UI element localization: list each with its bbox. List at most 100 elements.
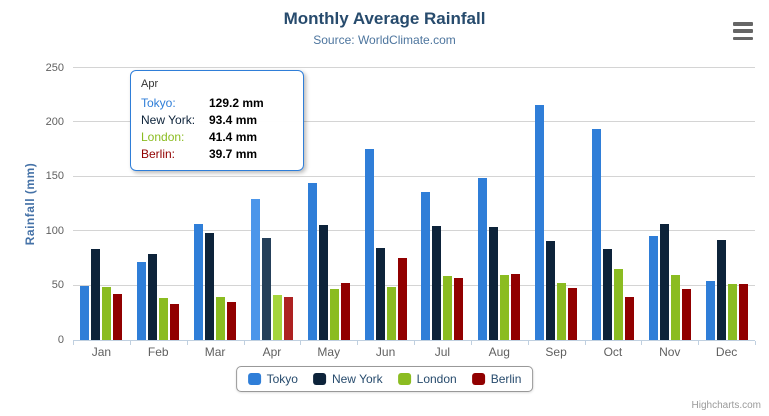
x-axis-tick (129, 341, 131, 345)
bar-tokyo-dec[interactable] (705, 280, 715, 340)
chart-subtitle: Source: WorldClimate.com (313, 33, 456, 47)
bar-berlin-dec[interactable] (738, 284, 748, 340)
x-axis-tick (584, 341, 586, 345)
bar-berlin-jun[interactable] (397, 257, 407, 340)
bar-tokyo-jan[interactable] (80, 285, 90, 340)
bar-tokyo-nov[interactable] (648, 236, 658, 340)
tooltip-series-value: 39.7 mm (209, 147, 258, 161)
legend-label: Tokyo (266, 372, 298, 386)
bar-berlin-aug[interactable] (511, 274, 521, 340)
x-axis-tick (470, 341, 472, 345)
tooltip-row: London: 41.4 mm (141, 129, 293, 146)
legend-item-london[interactable]: London (397, 372, 457, 386)
bar-london-mar[interactable] (216, 297, 226, 340)
bar-london-sep[interactable] (557, 283, 567, 340)
bar-new-york-dec[interactable] (716, 239, 726, 340)
bar-berlin-may[interactable] (340, 282, 350, 340)
legend-item-tokyo[interactable]: Tokyo (247, 372, 298, 386)
legend-item-new-york[interactable]: New York (312, 372, 383, 386)
bar-london-nov[interactable] (670, 275, 680, 340)
bar-new-york-jun[interactable] (375, 248, 385, 340)
bar-tokyo-oct[interactable] (591, 128, 601, 340)
bar-berlin-feb[interactable] (170, 303, 180, 340)
bar-tokyo-feb[interactable] (137, 262, 147, 340)
bar-london-apr[interactable] (272, 294, 282, 340)
bar-berlin-apr[interactable] (283, 296, 293, 340)
x-axis-category-label: Aug (488, 345, 510, 359)
legend-label: New York (331, 372, 383, 386)
export-menu-icon[interactable] (732, 21, 756, 41)
bar-berlin-jul[interactable] (454, 277, 464, 340)
y-axis-tick-label: 0 (57, 333, 64, 346)
bar-london-dec[interactable] (727, 284, 737, 340)
chart-title: Monthly Average Rainfall (283, 9, 486, 28)
bar-tokyo-sep[interactable] (535, 104, 545, 340)
legend-label: London (416, 372, 457, 386)
bar-new-york-jul[interactable] (432, 225, 442, 340)
plot-area (73, 67, 755, 340)
bar-berlin-mar[interactable] (227, 302, 237, 340)
bar-new-york-sep[interactable] (546, 240, 556, 340)
x-axis-category-label: Jun (375, 345, 396, 359)
bar-berlin-sep[interactable] (568, 288, 578, 340)
bar-tokyo-jun[interactable] (364, 148, 374, 340)
x-axis-line (73, 340, 755, 341)
tooltip-series-value: 93.4 mm (209, 113, 258, 127)
y-axis-tick-label: 50 (51, 279, 64, 292)
bar-london-aug[interactable] (500, 275, 510, 340)
x-axis-tick (527, 341, 529, 345)
x-axis-category-label: Jan (91, 345, 112, 359)
credits-link[interactable]: Highcharts.com (691, 400, 761, 411)
bar-london-may[interactable] (329, 288, 339, 340)
bar-new-york-aug[interactable] (489, 226, 499, 340)
x-axis-category-label: Mar (204, 345, 226, 359)
x-axis-tick (755, 341, 756, 345)
legend-item-berlin[interactable]: Berlin (471, 372, 521, 386)
legend-swatch (471, 373, 485, 385)
bar-new-york-nov[interactable] (659, 224, 669, 340)
x-axis-category-label: Oct (603, 345, 623, 359)
tooltip-row: New York: 93.4 mm (141, 112, 293, 129)
menu-bar (733, 36, 753, 40)
bar-new-york-jan[interactable] (91, 249, 101, 340)
bar-london-oct[interactable] (613, 269, 623, 340)
bar-new-york-may[interactable] (318, 224, 328, 340)
tooltip-series-value: 41.4 mm (209, 130, 258, 144)
bar-berlin-nov[interactable] (681, 289, 691, 340)
x-axis-tick (414, 341, 415, 345)
tooltip: Apr Tokyo: 129.2 mm New York: 93.4 mm Lo… (130, 70, 304, 171)
x-axis-tick (186, 341, 188, 345)
y-axis-tick-label: 100 (45, 224, 64, 237)
bar-new-york-apr[interactable] (261, 238, 271, 340)
tooltip-series-value: 129.2 mm (209, 96, 264, 110)
bar-new-york-mar[interactable] (205, 232, 215, 340)
bar-tokyo-may[interactable] (307, 183, 317, 340)
bar-london-jul[interactable] (443, 275, 453, 340)
tooltip-header: Apr (141, 78, 159, 90)
x-axis-tick (357, 341, 359, 345)
bar-berlin-jan[interactable] (113, 293, 123, 340)
x-axis-category-label: Dec (715, 345, 738, 359)
bar-london-jun[interactable] (386, 287, 396, 340)
legend-swatch (397, 373, 411, 385)
bar-tokyo-mar[interactable] (194, 224, 204, 340)
bar-tokyo-aug[interactable] (478, 178, 488, 340)
bar-new-york-feb[interactable] (148, 254, 158, 340)
x-axis-category-label: Sep (545, 345, 567, 359)
tooltip-row: Berlin: 39.7 mm (141, 146, 293, 163)
tooltip-series-name: Tokyo: (141, 96, 176, 110)
x-axis-tick (641, 341, 643, 345)
bar-tokyo-jul[interactable] (421, 192, 431, 340)
bar-london-jan[interactable] (102, 286, 112, 340)
x-axis-tick (698, 341, 700, 345)
legend-swatch (247, 373, 261, 385)
bar-tokyo-apr[interactable] (250, 199, 260, 340)
x-axis-tick (73, 341, 74, 345)
bar-berlin-oct[interactable] (624, 297, 634, 340)
tooltip-series-name: New York: (141, 113, 196, 127)
y-gridline (73, 284, 755, 286)
tooltip-series-name: Berlin: (141, 147, 176, 161)
bar-new-york-oct[interactable] (602, 249, 612, 340)
x-axis-category-label: Jul (434, 345, 451, 359)
bar-london-feb[interactable] (159, 297, 169, 340)
